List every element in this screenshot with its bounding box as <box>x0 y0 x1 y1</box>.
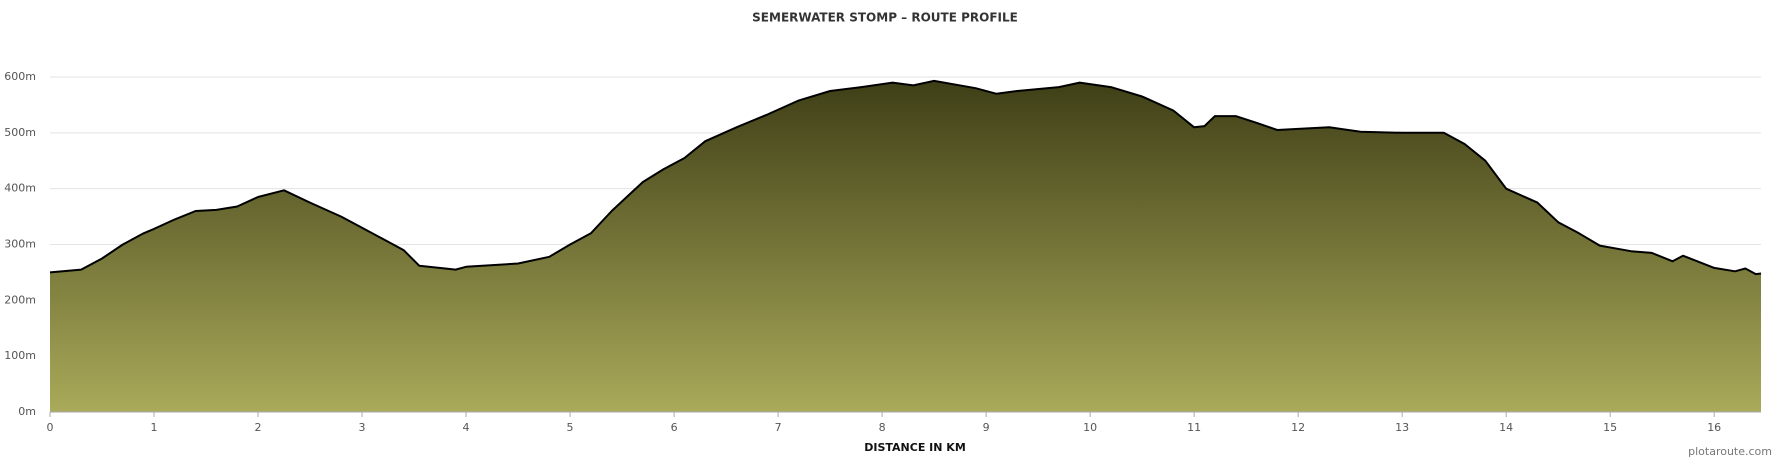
y-tick-label: 500m <box>4 126 36 139</box>
x-tick-label: 7 <box>775 421 782 434</box>
x-tick-label: 0 <box>47 421 54 434</box>
y-tick-label: 200m <box>4 293 36 306</box>
area-fill <box>50 80 1761 413</box>
x-tick-label: 15 <box>1603 421 1617 434</box>
x-tick-label: 3 <box>359 421 366 434</box>
x-tick-label: 13 <box>1395 421 1409 434</box>
y-tick-label: 400m <box>4 182 36 195</box>
x-tick-label: 10 <box>1083 421 1097 434</box>
y-tick-label: 0m <box>18 405 36 418</box>
x-tick-label: 5 <box>567 421 574 434</box>
y-tick-label: 600m <box>4 70 36 83</box>
credit: plotaroute.com <box>1688 445 1772 458</box>
y-tick-label: 100m <box>4 349 36 362</box>
x-axis-label: DISTANCE IN KM <box>864 441 966 454</box>
x-tick-label: 9 <box>983 421 990 434</box>
x-tick-label: 6 <box>671 421 678 434</box>
x-tick-label: 12 <box>1291 421 1305 434</box>
x-tick-label: 8 <box>879 421 886 434</box>
area-line <box>49 79 1762 276</box>
x-tick-label: 1 <box>151 421 158 434</box>
x-tick-label: 11 <box>1187 421 1201 434</box>
chart-title: SEMERWATER STOMP – ROUTE PROFILE <box>752 11 1018 25</box>
x-tick-label: 2 <box>255 421 262 434</box>
y-tick-label: 300m <box>4 238 36 251</box>
x-tick-label: 14 <box>1499 421 1513 434</box>
x-tick-label: 16 <box>1707 421 1721 434</box>
x-tick-label: 4 <box>463 421 470 434</box>
